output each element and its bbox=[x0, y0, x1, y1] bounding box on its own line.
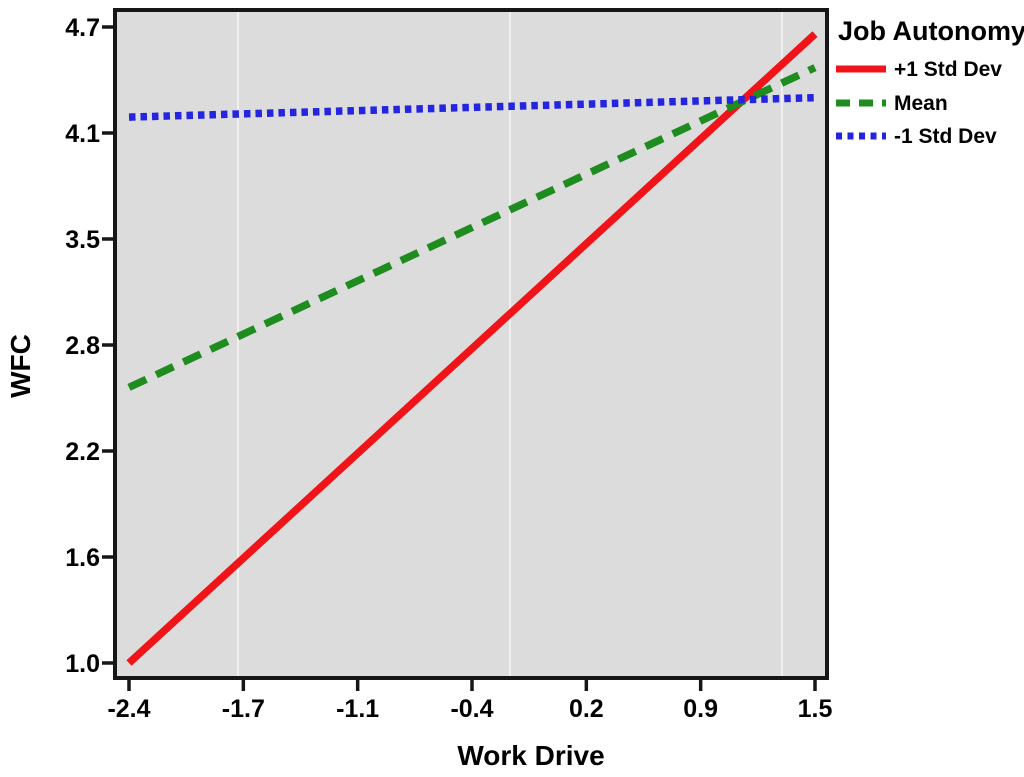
x-tick-label: -1.7 bbox=[222, 695, 265, 723]
y-tick-label: 4.1 bbox=[65, 120, 100, 148]
y-tick-label: 2.8 bbox=[65, 332, 100, 360]
legend-label: +1 Std Dev bbox=[894, 58, 1002, 81]
x-tick-label: 0.2 bbox=[569, 695, 604, 723]
x-tick-label: 0.9 bbox=[683, 695, 718, 723]
legend: Job Autonomy +1 Std Dev Mean -1 Std Dev bbox=[836, 16, 1024, 148]
series-line-1-std-dev bbox=[126, 31, 818, 666]
y-tick-label: 4.7 bbox=[65, 14, 100, 42]
x-tick-label: -2.4 bbox=[107, 695, 150, 723]
x-tick-label: 1.5 bbox=[798, 695, 833, 723]
y-tick-label: 3.5 bbox=[65, 226, 100, 254]
y-axis-title: WFC bbox=[5, 334, 36, 398]
y-tick-label: 1.0 bbox=[65, 650, 100, 678]
y-axis: 1.0 1.6 2.2 2.8 3.5 4.1 4.7 bbox=[65, 14, 115, 678]
legend-title: Job Autonomy bbox=[838, 16, 1024, 46]
x-axis-title: Work Drive bbox=[457, 740, 604, 771]
x-tick-label: -1.1 bbox=[336, 695, 379, 723]
y-tick-label: 1.6 bbox=[65, 544, 100, 572]
legend-label: -1 Std Dev bbox=[894, 125, 997, 148]
series-line-mean bbox=[127, 64, 817, 391]
y-tick-label: 2.2 bbox=[65, 438, 100, 466]
x-tick-label: -0.4 bbox=[450, 695, 493, 723]
legend-label: Mean bbox=[894, 92, 948, 115]
x-axis: -2.4 -1.7 -1.1 -0.4 0.2 0.9 1.5 bbox=[107, 678, 832, 723]
series-lines bbox=[126, 31, 818, 666]
